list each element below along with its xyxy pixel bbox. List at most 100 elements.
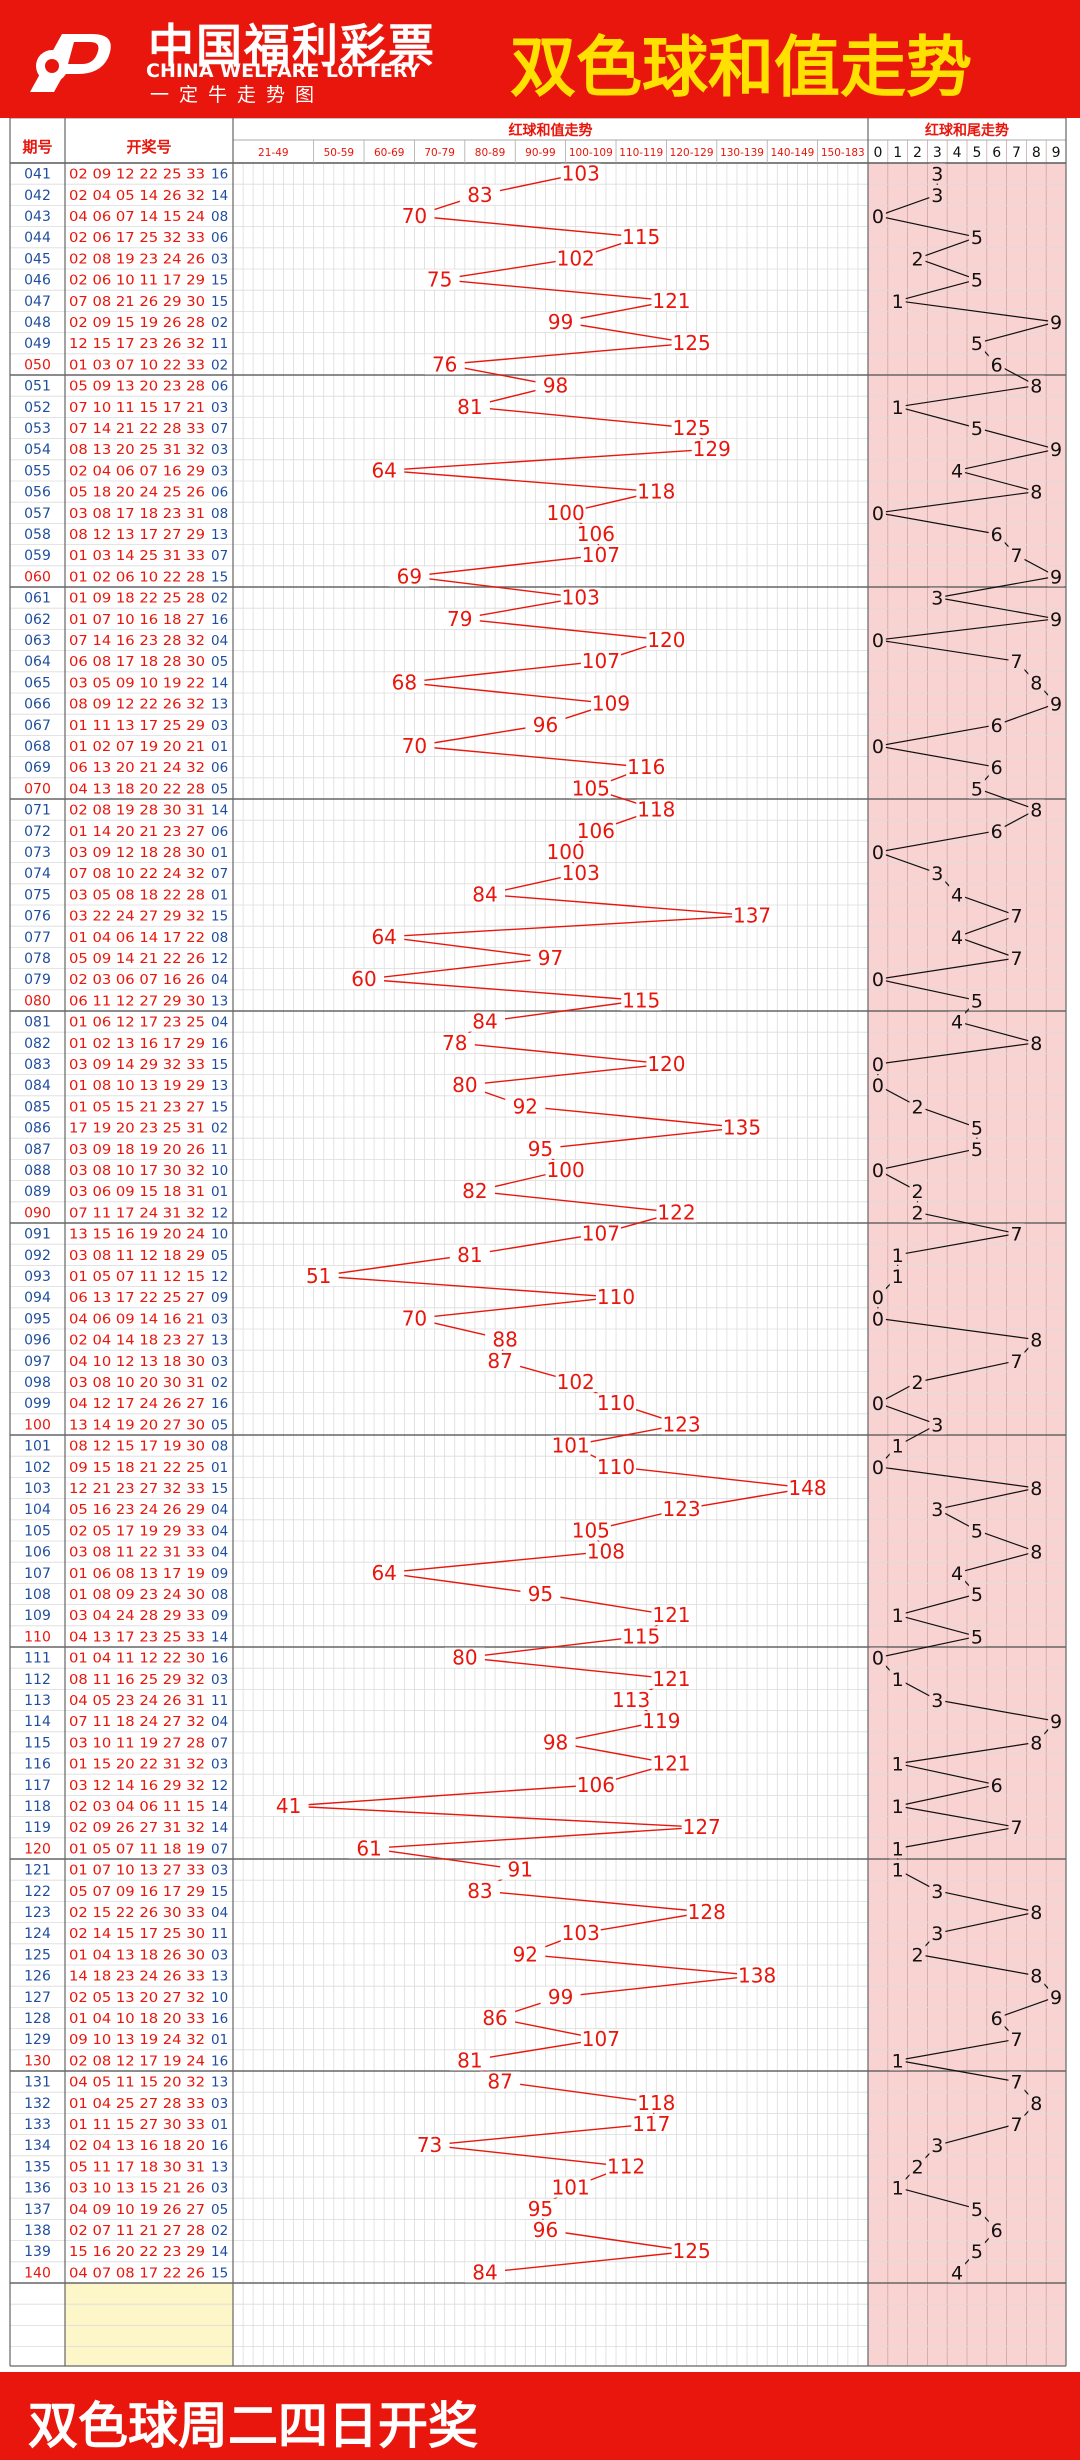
blue-ball: 14 — [211, 803, 228, 819]
sum-label-bg — [636, 481, 677, 502]
sum-label-bg — [596, 1456, 637, 1477]
sum-point-label: 79 — [447, 607, 472, 631]
issue-number: 127 — [24, 1990, 51, 2006]
column-header-tail-trend: 红球和尾走势 — [925, 122, 1009, 139]
issue-number: 128 — [24, 2011, 51, 2027]
sum-trend-segment — [384, 1550, 607, 1574]
issue-number: 138 — [24, 2223, 51, 2239]
tail-label-bg — [869, 1393, 886, 1414]
sum-label-bg — [449, 1244, 490, 1265]
issue-number: 058 — [24, 527, 51, 543]
tail-trend-segment — [976, 1529, 1037, 1553]
red-balls: 07 10 11 15 17 21 — [69, 400, 205, 416]
tail-label-bg — [1008, 2029, 1025, 2050]
blue-ball: 14 — [211, 188, 228, 204]
blue-ball: 03 — [211, 1947, 228, 1963]
issue-number: 099 — [24, 1396, 51, 1412]
tail-label-bg — [968, 990, 985, 1011]
tail-trend-segment — [897, 1805, 1017, 1828]
sum-point-label: 95 — [528, 2197, 553, 2221]
red-balls: 02 04 13 16 18 20 — [69, 2138, 205, 2154]
tail-point-label: 2 — [911, 1944, 923, 1966]
red-balls: 04 09 10 19 26 27 — [69, 2202, 205, 2218]
sum-label-bg — [464, 1011, 505, 1032]
red-balls: 01 03 14 25 31 33 — [69, 548, 205, 564]
sum-label-bg — [540, 1986, 581, 2007]
sum-label-bg — [686, 1902, 727, 1922]
red-balls: 02 04 05 14 26 32 — [69, 188, 205, 204]
tail-point-label: 4 — [951, 460, 963, 482]
sum-label-bg — [611, 1690, 652, 1710]
blue-ball: 03 — [211, 1311, 228, 1327]
tick-label-tail-digit: 6 — [992, 145, 1001, 161]
sum-trend-segment — [484, 893, 753, 917]
tail-label-bg — [869, 1075, 886, 1096]
issue-number: 074 — [24, 866, 51, 882]
red-balls: 03 09 14 29 32 33 — [69, 1057, 205, 1073]
tail-point-label: 0 — [872, 1075, 884, 1097]
blue-ball: 15 — [211, 1099, 228, 1115]
red-balls: 02 06 10 11 17 29 — [69, 273, 205, 289]
sum-trend-segment — [369, 1826, 702, 1850]
issue-number: 054 — [24, 442, 51, 458]
sum-point-label: 76 — [432, 352, 457, 376]
sum-label-bg — [394, 1308, 435, 1329]
tail-point-label: 1 — [892, 291, 904, 313]
sum-point-label: 41 — [276, 1794, 301, 1818]
sum-trend-segment — [545, 2229, 692, 2252]
sum-label-bg — [485, 1329, 526, 1350]
sum-label-bg — [535, 375, 576, 396]
sum-label-bg — [525, 714, 566, 735]
sum-point-label: 61 — [356, 1836, 381, 1860]
sum-point-label: 125 — [673, 2239, 711, 2263]
tail-trend-segment — [917, 1105, 978, 1129]
tail-point-label: 7 — [1010, 2114, 1022, 2136]
blue-ball: 09 — [211, 1290, 228, 1306]
sum-trend-segment — [484, 2250, 692, 2274]
tail-trend-segment — [897, 1233, 1017, 1256]
tail-point-label: 0 — [872, 969, 884, 991]
tick-label-sum-range: 80-89 — [475, 147, 506, 159]
tail-trend-segment — [897, 1593, 978, 1616]
tail-label-bg — [968, 418, 985, 438]
tail-trend-segment — [877, 745, 997, 768]
sum-point-label: 118 — [637, 2091, 675, 2115]
blue-ball: 04 — [211, 1714, 228, 1730]
red-balls: 14 18 23 24 26 33 — [69, 1969, 205, 1985]
red-balls: 12 15 17 23 26 32 — [69, 336, 205, 352]
sum-label-bg — [580, 651, 621, 672]
tail-trend-segment — [897, 2059, 1017, 2083]
sum-point-label: 120 — [647, 628, 685, 652]
blue-ball: 04 — [211, 1015, 228, 1031]
sum-point-label: 87 — [487, 1349, 512, 1373]
sum-trend-segment — [288, 1784, 596, 1807]
issue-number: 078 — [24, 951, 51, 967]
blue-ball: 16 — [211, 2011, 228, 2027]
tail-point-label: 0 — [872, 736, 884, 758]
tail-point-label: 5 — [971, 333, 983, 355]
red-balls: 09 15 18 21 22 25 — [69, 1460, 205, 1476]
issue-number: 044 — [24, 230, 51, 246]
sum-trend-segment — [414, 215, 642, 238]
sum-trend-segment — [464, 1656, 672, 1680]
tail-trend-segment — [877, 215, 978, 238]
sum-point-label: 106 — [577, 1773, 615, 1797]
tail-label-bg — [1028, 1478, 1045, 1498]
tail-label-bg — [968, 2198, 985, 2219]
tail-trend-segment — [937, 1911, 1037, 1934]
red-balls: 01 07 10 16 18 27 — [69, 612, 205, 628]
sum-label-bg — [580, 1223, 621, 1244]
tail-trend-segment — [877, 1317, 1037, 1341]
tail-point-label: 3 — [931, 2135, 943, 2157]
tail-point-label: 3 — [931, 164, 943, 186]
sum-trend-segment — [464, 1635, 642, 1659]
tail-point-label: 1 — [892, 1436, 904, 1458]
blue-ball: 01 — [211, 1184, 228, 1200]
blue-ball: 13 — [211, 1333, 228, 1349]
tail-label-bg — [869, 969, 886, 990]
red-balls: 02 09 15 19 26 28 — [69, 315, 205, 331]
tail-trend-segment — [956, 893, 1017, 917]
red-balls: 05 11 17 18 30 31 — [69, 2159, 205, 2175]
issue-number: 062 — [24, 612, 51, 628]
issue-number: 123 — [24, 1905, 51, 1921]
